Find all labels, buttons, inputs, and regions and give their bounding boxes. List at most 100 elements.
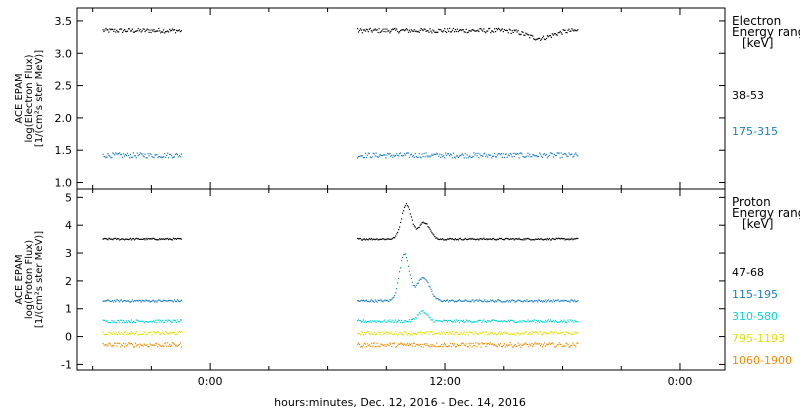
data-point	[178, 301, 180, 303]
data-point	[458, 344, 460, 346]
data-point	[388, 153, 390, 155]
data-point	[389, 332, 391, 334]
data-point	[433, 345, 435, 347]
data-point	[525, 300, 527, 302]
data-point	[130, 30, 132, 32]
data-point	[527, 333, 529, 335]
data-point	[434, 153, 436, 156]
data-point	[390, 30, 392, 32]
data-point	[360, 299, 363, 301]
data-point	[124, 239, 126, 241]
data-point	[482, 301, 484, 303]
data-point	[408, 333, 410, 335]
data-point	[377, 31, 379, 34]
data-point	[102, 238, 104, 240]
data-point	[491, 157, 493, 159]
data-point	[574, 320, 576, 322]
data-point	[397, 30, 399, 33]
data-point	[548, 35, 550, 37]
data-point	[517, 332, 519, 334]
data-point	[477, 29, 479, 31]
data-point	[518, 332, 520, 335]
data-point	[123, 30, 125, 32]
data-point	[459, 333, 461, 335]
data-point	[111, 319, 113, 322]
data-point	[569, 301, 571, 303]
data-point	[387, 238, 389, 240]
data-point	[508, 239, 510, 241]
data-point	[571, 344, 573, 346]
data-point	[465, 238, 467, 240]
data-point	[178, 331, 180, 333]
data-point	[405, 321, 408, 323]
data-point	[121, 299, 123, 301]
data-point	[108, 342, 110, 344]
data-point	[380, 299, 382, 301]
data-point	[130, 331, 132, 333]
data-point	[156, 154, 158, 156]
data-point	[434, 332, 436, 334]
data-point	[480, 237, 482, 240]
data-point	[149, 331, 151, 333]
data-point	[417, 156, 419, 158]
data-point	[431, 32, 433, 34]
data-point	[129, 301, 132, 303]
data-point	[105, 238, 107, 240]
data-point	[434, 345, 436, 347]
data-point	[467, 321, 469, 323]
data-point	[362, 299, 364, 301]
data-point	[452, 344, 455, 346]
data-point	[404, 253, 407, 255]
data-point	[138, 299, 140, 301]
data-point	[570, 345, 572, 347]
series-47-68	[102, 203, 579, 241]
data-point	[518, 299, 520, 302]
data-point	[155, 342, 157, 344]
data-point	[510, 344, 512, 346]
data-point	[393, 342, 395, 345]
data-point	[164, 32, 166, 34]
data-point	[573, 238, 575, 240]
data-point	[535, 39, 537, 41]
data-point	[367, 320, 369, 322]
data-point	[488, 301, 490, 303]
y-axis-label: ACE EPAM	[14, 73, 25, 123]
data-point	[408, 270, 410, 272]
data-point	[510, 300, 512, 302]
data-point	[478, 239, 480, 241]
data-point	[570, 319, 572, 321]
data-point	[513, 239, 515, 241]
data-point	[164, 342, 166, 345]
data-point	[357, 332, 360, 334]
data-point	[556, 299, 558, 301]
data-point	[553, 346, 555, 348]
data-point	[155, 154, 157, 156]
data-point	[542, 301, 544, 303]
data-point	[483, 319, 485, 321]
data-point	[399, 31, 401, 33]
data-point	[470, 238, 472, 240]
data-point	[155, 239, 157, 241]
data-point	[430, 30, 432, 32]
data-point	[117, 342, 119, 344]
data-point	[553, 238, 555, 240]
data-point	[160, 156, 162, 159]
data-point	[564, 321, 566, 323]
data-point	[139, 343, 141, 345]
data-point	[450, 238, 453, 240]
x-tick-label: 0:00	[668, 375, 693, 388]
series-310-580	[102, 310, 579, 324]
data-point	[374, 239, 376, 241]
data-point	[172, 156, 175, 158]
data-point	[473, 321, 475, 323]
data-point	[387, 343, 389, 345]
data-point	[489, 344, 491, 346]
data-point	[413, 333, 415, 335]
data-point	[548, 332, 550, 334]
data-point	[361, 300, 363, 302]
data-point	[439, 320, 441, 322]
data-point	[512, 31, 514, 33]
data-point	[374, 299, 376, 301]
data-point	[421, 29, 423, 31]
